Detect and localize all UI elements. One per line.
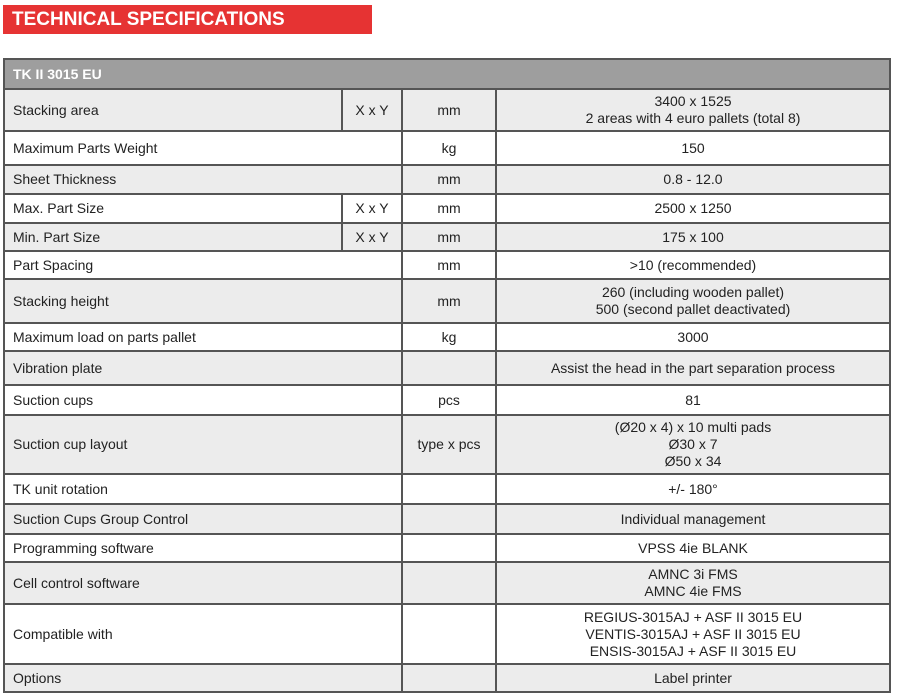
spec-value: 81 xyxy=(495,384,891,416)
spec-label: Sheet Thickness xyxy=(3,164,403,195)
spec-row: Sheet Thickness mm 0.8 - 12.0 xyxy=(3,164,891,195)
spec-value-line: VENTIS-3015AJ + ASF II 3015 EU xyxy=(585,625,801,642)
spec-unit: pcs xyxy=(401,384,497,416)
spec-row: Programming software VPSS 4ie BLANK xyxy=(3,533,891,563)
spec-row: Suction cup layout type x pcs (Ø20 x 4) x … xyxy=(3,414,891,475)
spec-unit xyxy=(401,350,497,386)
spec-row: Cell control software AMNC 3i FMS AMNC 4ie… xyxy=(3,561,891,605)
spec-label: Suction cup layout xyxy=(3,414,403,475)
spec-unit: mm xyxy=(401,278,497,324)
spec-label: Stacking area xyxy=(3,88,343,132)
spec-label: Suction Cups Group Control xyxy=(3,503,403,535)
spec-unit: mm xyxy=(401,193,497,224)
spec-value: 3400 x 1525 2 areas with 4 euro pallets (… xyxy=(495,88,891,132)
spec-unit: mm xyxy=(401,250,497,280)
spec-value-line: AMNC 4ie FMS xyxy=(644,583,742,599)
spec-label: Part Spacing xyxy=(3,250,403,280)
spec-label: Cell control software xyxy=(3,561,403,605)
spec-value-line: ENSIS-3015AJ + ASF II 3015 EU xyxy=(589,642,797,659)
spec-unit: mm xyxy=(401,222,497,252)
spec-label: Compatible with xyxy=(3,603,403,665)
spec-unit: kg xyxy=(401,322,497,352)
spec-label: Vibration plate xyxy=(3,350,403,386)
spec-sub: X x Y xyxy=(341,222,403,252)
spec-value: Assist the head in the part separation p… xyxy=(495,350,891,386)
spec-value-line: (Ø20 x 4) x 10 multi pads xyxy=(614,419,772,435)
spec-label: Suction cups xyxy=(3,384,403,416)
spec-value: Label printer xyxy=(495,663,891,693)
spec-value: 3000 xyxy=(495,322,891,352)
spec-value-line: Individual management xyxy=(620,510,766,527)
spec-value-line: 2500 x 1250 xyxy=(654,200,732,216)
spec-sub: X x Y xyxy=(341,193,403,224)
spec-row: Suction cups pcs 81 xyxy=(3,384,891,416)
spec-value-line: 260 (including wooden pallet) xyxy=(601,284,785,300)
spec-value: 150 xyxy=(495,130,891,166)
spec-value-line: 175 x 100 xyxy=(662,228,724,245)
spec-value: +/- 180° xyxy=(495,473,891,505)
spec-unit: mm xyxy=(401,164,497,195)
spec-value-line: 150 xyxy=(681,139,705,156)
spec-value-line: Label printer xyxy=(654,669,732,686)
spec-row: TK unit rotation +/- 180° xyxy=(3,473,891,505)
spec-value-line: Assist the head in the part separation p… xyxy=(550,359,836,376)
spec-label: Maximum load on parts pallet xyxy=(3,322,403,352)
spec-value-line: 3000 xyxy=(677,328,709,345)
spec-value: 260 (including wooden pallet) 500 (second… xyxy=(495,278,891,324)
spec-value-line: 3400 x 1525 xyxy=(654,93,732,109)
spec-sub: X x Y xyxy=(341,88,403,132)
spec-value-line: Ø50 x 34 xyxy=(664,453,722,469)
spec-value-line: 500 (second pallet deactivated) xyxy=(595,301,791,317)
spec-value: VPSS 4ie BLANK xyxy=(495,533,891,563)
spec-value: 2500 x 1250 xyxy=(495,193,891,224)
spec-label: Options xyxy=(3,663,403,693)
spec-value-line: +/- 180° xyxy=(668,480,718,497)
spec-unit: type x pcs xyxy=(401,414,497,475)
spec-value: Individual management xyxy=(495,503,891,535)
spec-value-line: VPSS 4ie BLANK xyxy=(638,539,748,556)
spec-value-line: AMNC 3i FMS xyxy=(648,566,738,582)
spec-row: Maximum Parts Weight kg 150 xyxy=(3,130,891,166)
spec-value-line: 2 areas with 4 euro pallets (total 8) xyxy=(585,110,801,126)
spec-value-line: REGIUS-3015AJ + ASF II 3015 EU xyxy=(583,608,803,625)
spec-unit xyxy=(401,663,497,693)
spec-value: 0.8 - 12.0 xyxy=(495,164,891,195)
spec-value: >10 (recommended) xyxy=(495,250,891,280)
spec-unit xyxy=(401,603,497,665)
section-title: TECHNICAL SPECIFICATIONS xyxy=(3,5,372,34)
spec-unit: mm xyxy=(401,88,497,132)
spec-row: Stacking height mm 260 (including wooden p… xyxy=(3,278,891,324)
spec-value-line: Ø30 x 7 xyxy=(668,436,718,452)
spec-row: Part Spacing mm >10 (recommended) xyxy=(3,250,891,280)
spec-value-line: >10 (recommended) xyxy=(629,256,757,273)
spec-row: Suction Cups Group Control Individual man… xyxy=(3,503,891,535)
spec-value-line: 81 xyxy=(685,391,701,408)
spec-row: Vibration plate Assist the head in the pa… xyxy=(3,350,891,386)
spec-value-line: 0.8 - 12.0 xyxy=(663,171,723,187)
spec-unit xyxy=(401,561,497,605)
spec-unit xyxy=(401,533,497,563)
spec-row: Options Label printer xyxy=(3,663,891,693)
spec-row: Compatible with REGIUS-3015AJ + ASF II 30… xyxy=(3,603,891,665)
spec-label: TK unit rotation xyxy=(3,473,403,505)
spec-unit xyxy=(401,503,497,535)
spec-unit: kg xyxy=(401,130,497,166)
spec-value: 175 x 100 xyxy=(495,222,891,252)
spec-label: Stacking height xyxy=(3,278,403,324)
spec-value: REGIUS-3015AJ + ASF II 3015 EU VENTIS-301… xyxy=(495,603,891,665)
spec-label: Maximum Parts Weight xyxy=(3,130,403,166)
model-header: TK II 3015 EU xyxy=(3,58,891,90)
spec-value: AMNC 3i FMS AMNC 4ie FMS xyxy=(495,561,891,605)
spec-label: Max. Part Size xyxy=(3,193,343,224)
spec-unit xyxy=(401,473,497,505)
spec-row: Maximum load on parts pallet kg 3000 xyxy=(3,322,891,352)
spec-value: (Ø20 x 4) x 10 multi pads Ø30 x 7 Ø50 x 34 xyxy=(495,414,891,475)
spec-label: Min. Part Size xyxy=(3,222,343,252)
spec-label: Programming software xyxy=(3,533,403,563)
